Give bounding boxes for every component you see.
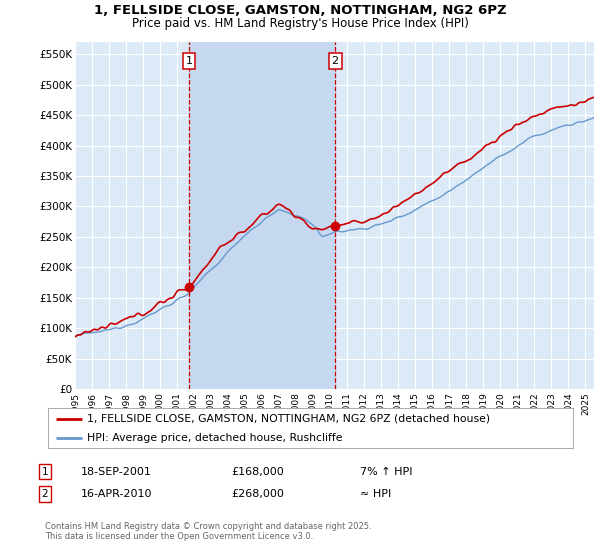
Text: ≈ HPI: ≈ HPI [360, 489, 391, 499]
Bar [189, 42, 335, 389]
Text: 16-APR-2010: 16-APR-2010 [81, 489, 152, 499]
Text: Price paid vs. HM Land Registry's House Price Index (HPI): Price paid vs. HM Land Registry's House … [131, 17, 469, 30]
Text: 1, FELLSIDE CLOSE, GAMSTON, NOTTINGHAM, NG2 6PZ (detached house): 1, FELLSIDE CLOSE, GAMSTON, NOTTINGHAM, … [88, 414, 491, 424]
Text: Contains HM Land Registry data © Crown copyright and database right 2025.
This d: Contains HM Land Registry data © Crown c… [45, 522, 371, 542]
Text: 1, FELLSIDE CLOSE, GAMSTON, NOTTINGHAM, NG2 6PZ: 1, FELLSIDE CLOSE, GAMSTON, NOTTINGHAM, … [94, 4, 506, 17]
Text: 2: 2 [41, 489, 49, 499]
Text: 18-SEP-2001: 18-SEP-2001 [81, 466, 152, 477]
Text: £268,000: £268,000 [231, 489, 284, 499]
Text: 1: 1 [185, 56, 193, 66]
Text: £168,000: £168,000 [231, 466, 284, 477]
Text: HPI: Average price, detached house, Rushcliffe: HPI: Average price, detached house, Rush… [88, 433, 343, 443]
Text: 2: 2 [332, 56, 339, 66]
Text: 7% ↑ HPI: 7% ↑ HPI [360, 466, 413, 477]
Text: 1: 1 [41, 466, 49, 477]
